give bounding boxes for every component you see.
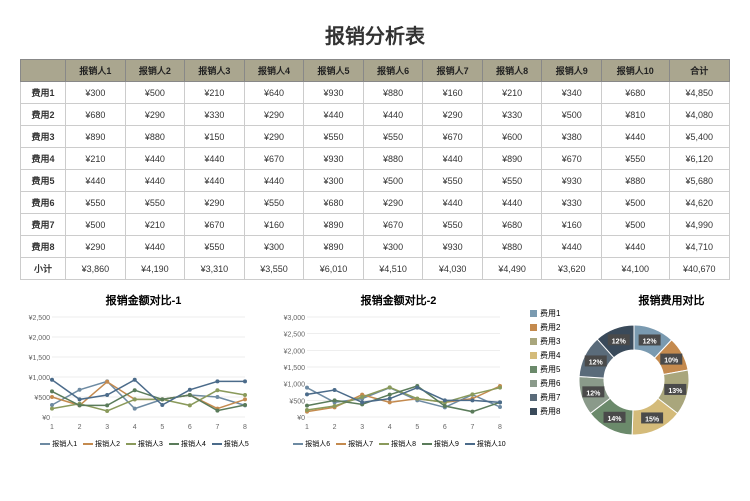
svg-text:5: 5	[160, 424, 164, 431]
legend-item: 报销人1	[38, 441, 77, 448]
svg-text:¥2,500: ¥2,500	[29, 315, 51, 322]
line-chart-2: 报销金额对比-2 ¥0 ¥500 ¥1,000 ¥1,500 ¥2,000 ¥2,500 ¥…	[275, 292, 522, 449]
donut-legend-item: 费用5	[530, 364, 560, 375]
expense-table: 报销人1报销人2报销人3报销人4报销人5报销人6报销人7报销人8报销人9报销人1…	[20, 59, 730, 280]
svg-text:5: 5	[415, 424, 419, 431]
table-header: 报销人7	[423, 60, 483, 82]
svg-text:12%: 12%	[612, 338, 627, 345]
donut-legend-item: 费用7	[530, 392, 560, 403]
donut-legend-item: 费用8	[530, 406, 560, 417]
svg-text:¥1,000: ¥1,000	[284, 382, 306, 389]
svg-text:¥500: ¥500	[34, 395, 50, 402]
svg-text:¥1,000: ¥1,000	[29, 375, 51, 382]
table-header: 报销人2	[125, 60, 185, 82]
svg-text:1: 1	[50, 424, 54, 431]
svg-text:6: 6	[188, 424, 192, 431]
table-header: 报销人6	[363, 60, 423, 82]
table-row: 费用6¥550¥550¥290¥550¥680¥290¥440¥440¥330¥…	[21, 192, 730, 214]
table-row: 费用8¥290¥440¥550¥300¥890¥300¥930¥880¥440¥…	[21, 236, 730, 258]
svg-text:14%: 14%	[608, 416, 623, 423]
table-header: 报销人9	[542, 60, 602, 82]
table-header: 报销人8	[482, 60, 542, 82]
table-header: 合计	[669, 60, 729, 82]
table-header: 报销人1	[66, 60, 126, 82]
svg-text:¥2,500: ¥2,500	[284, 332, 306, 339]
svg-text:15%: 15%	[646, 416, 661, 423]
legend-item: 报销人10	[463, 441, 506, 448]
legend-item: 报销人7	[334, 441, 373, 448]
table-row: 小计¥3,860¥4,190¥3,310¥3,550¥6,010¥4,510¥4…	[21, 258, 730, 280]
svg-text:12%: 12%	[643, 338, 658, 345]
svg-text:4: 4	[133, 424, 137, 431]
table-header: 报销人4	[244, 60, 304, 82]
svg-text:2: 2	[333, 424, 337, 431]
table-header	[21, 60, 66, 82]
svg-text:¥500: ¥500	[289, 398, 305, 405]
legend-item: 报销人6	[291, 441, 330, 448]
line-chart-1: 报销金额对比-1 ¥0 ¥500 ¥1,000 ¥1,500 ¥2,000 ¥2,500 1…	[20, 292, 267, 449]
table-row: 费用2¥680¥290¥330¥290¥440¥440¥290¥330¥500¥…	[21, 104, 730, 126]
legend-item: 报销人5	[210, 441, 249, 448]
table-row: 费用3¥890¥880¥150¥290¥550¥550¥670¥600¥380¥…	[21, 126, 730, 148]
svg-text:4: 4	[388, 424, 392, 431]
chart-title-2: 报销金额对比-2	[275, 292, 522, 308]
donut-legend-item: 费用4	[530, 350, 560, 361]
donut-legend-item: 费用3	[530, 336, 560, 347]
svg-text:¥3,000: ¥3,000	[284, 315, 306, 322]
svg-text:¥0: ¥0	[297, 415, 305, 422]
table-row: 费用7¥500¥210¥670¥160¥890¥670¥550¥680¥160¥…	[21, 214, 730, 236]
svg-text:1: 1	[305, 424, 309, 431]
svg-text:3: 3	[360, 424, 364, 431]
donut-legend-item: 费用1	[530, 308, 560, 319]
table-row: 费用4¥210¥440¥440¥670¥930¥880¥440¥890¥670¥…	[21, 148, 730, 170]
legend-item: 报销人8	[377, 441, 416, 448]
legend-item: 报销人4	[167, 441, 206, 448]
svg-text:12%: 12%	[589, 359, 604, 366]
svg-text:8: 8	[498, 424, 502, 431]
table-row: 费用5¥440¥440¥440¥440¥300¥500¥550¥550¥930¥…	[21, 170, 730, 192]
donut-legend-item: 费用6	[530, 378, 560, 389]
svg-text:¥2,000: ¥2,000	[29, 335, 51, 342]
donut-title: 报销费用对比	[564, 292, 704, 308]
svg-text:6: 6	[443, 424, 447, 431]
svg-text:¥2,000: ¥2,000	[284, 348, 306, 355]
donut-legend-item: 费用2	[530, 322, 560, 333]
page-title: 报销分析表	[20, 20, 730, 49]
table-header: 报销人10	[601, 60, 669, 82]
legend-item: 报销人2	[81, 441, 120, 448]
donut-chart: 费用1 费用2 费用3 费用4 费用5 费用6 费用7 费用8 报销费用对比 12% 10% 13…	[530, 292, 730, 449]
svg-text:12%: 12%	[587, 390, 602, 397]
svg-text:7: 7	[215, 424, 219, 431]
svg-text:2: 2	[78, 424, 82, 431]
chart-title-1: 报销金额对比-1	[20, 292, 267, 308]
svg-text:¥1,500: ¥1,500	[284, 365, 306, 372]
svg-text:10%: 10%	[665, 358, 680, 365]
svg-text:7: 7	[470, 424, 474, 431]
legend-item: 报销人9	[420, 441, 459, 448]
table-row: 费用1¥300¥500¥210¥640¥930¥880¥160¥210¥340¥…	[21, 82, 730, 104]
svg-text:3: 3	[105, 424, 109, 431]
svg-text:¥1,500: ¥1,500	[29, 355, 51, 362]
legend-item: 报销人3	[124, 441, 163, 448]
table-header: 报销人5	[304, 60, 364, 82]
table-header: 报销人3	[185, 60, 245, 82]
svg-text:¥0: ¥0	[42, 415, 50, 422]
svg-text:13%: 13%	[669, 388, 684, 395]
svg-text:8: 8	[243, 424, 247, 431]
